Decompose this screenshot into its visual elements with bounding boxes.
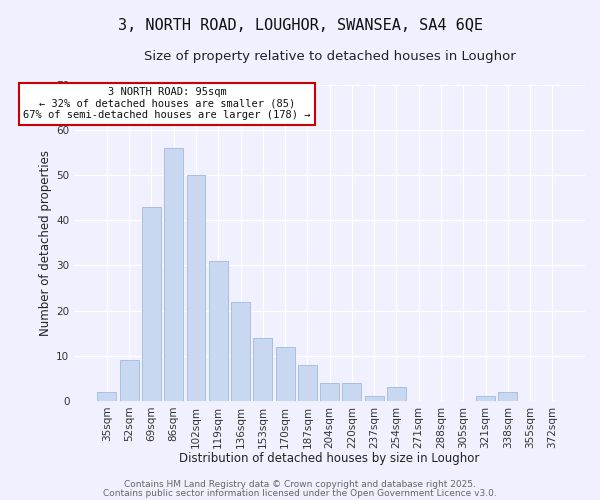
Bar: [253, 338, 272, 401]
Text: 3 NORTH ROAD: 95sqm
← 32% of detached houses are smaller (85)
67% of semi-detach: 3 NORTH ROAD: 95sqm ← 32% of detached ho…: [23, 88, 311, 120]
Bar: [298, 365, 317, 401]
Bar: [499, 392, 517, 401]
Bar: [365, 396, 383, 401]
Bar: [187, 175, 205, 401]
Bar: [209, 261, 228, 401]
Bar: [231, 302, 250, 401]
Bar: [120, 360, 139, 401]
Bar: [320, 383, 339, 401]
X-axis label: Distribution of detached houses by size in Loughor: Distribution of detached houses by size …: [179, 452, 480, 465]
Bar: [387, 388, 406, 401]
Title: Size of property relative to detached houses in Loughor: Size of property relative to detached ho…: [144, 50, 515, 63]
Bar: [97, 392, 116, 401]
Bar: [343, 383, 361, 401]
Bar: [275, 346, 295, 401]
Bar: [164, 148, 183, 401]
Bar: [476, 396, 495, 401]
Text: Contains public sector information licensed under the Open Government Licence v3: Contains public sector information licen…: [103, 489, 497, 498]
Text: 3, NORTH ROAD, LOUGHOR, SWANSEA, SA4 6QE: 3, NORTH ROAD, LOUGHOR, SWANSEA, SA4 6QE: [118, 18, 482, 32]
Text: Contains HM Land Registry data © Crown copyright and database right 2025.: Contains HM Land Registry data © Crown c…: [124, 480, 476, 489]
Bar: [142, 207, 161, 401]
Y-axis label: Number of detached properties: Number of detached properties: [39, 150, 52, 336]
